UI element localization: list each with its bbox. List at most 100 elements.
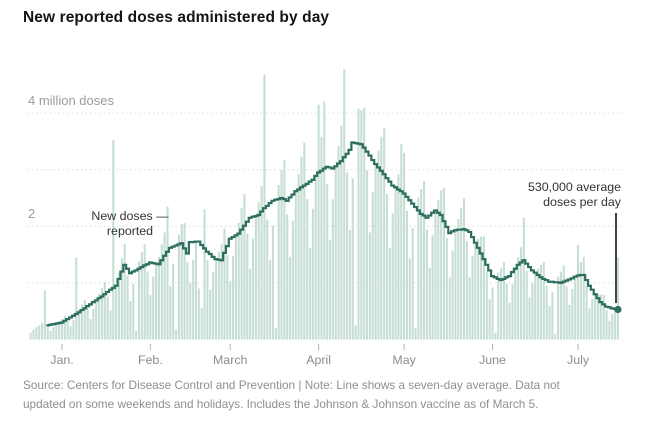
y-axis-label-4-million: 4 million doses [28, 93, 114, 108]
daily-doses-bar [174, 329, 178, 340]
daily-doses-bar [103, 281, 106, 340]
daily-doses-bar [431, 235, 434, 340]
daily-doses-bar [400, 144, 403, 340]
daily-doses-bar [337, 145, 340, 340]
daily-doses-bar [340, 125, 343, 340]
daily-doses-bar [611, 314, 614, 340]
daily-doses-bar [519, 247, 523, 340]
daily-doses-bar [417, 197, 420, 340]
daily-doses-bar [357, 108, 360, 340]
daily-doses-bar [229, 281, 232, 340]
daily-doses-bar [554, 333, 557, 340]
daily-doses-bar [588, 308, 591, 340]
daily-doses-bar [440, 190, 443, 340]
daily-doses-bar [75, 257, 78, 340]
daily-doses-bar [371, 192, 374, 340]
daily-doses-bar [368, 232, 371, 340]
daily-doses-bar [508, 302, 511, 340]
daily-doses-bar [206, 260, 209, 340]
daily-doses-bar [226, 255, 229, 340]
daily-doses-bar [571, 289, 574, 340]
daily-doses-bar [66, 321, 69, 340]
daily-doses-bar [214, 259, 217, 340]
daily-doses-bar [46, 327, 49, 340]
daily-doses-bar [485, 272, 488, 340]
daily-doses-bar [594, 294, 597, 340]
daily-doses-bar [423, 181, 426, 340]
daily-doses-bar [602, 294, 605, 340]
average-endpoint-dot [614, 305, 622, 314]
daily-doses-bar [169, 286, 172, 340]
daily-doses-bar [232, 255, 235, 340]
daily-doses-bar [534, 272, 537, 340]
daily-doses-bar [614, 308, 617, 340]
daily-doses-bar [186, 261, 189, 340]
daily-doses-bar [542, 261, 545, 340]
daily-doses-bar [326, 183, 329, 340]
chart-title: New reported doses administered by day [23, 9, 330, 26]
daily-doses-bar [63, 315, 66, 340]
daily-doses-bar [223, 228, 226, 340]
daily-doses-bar [351, 178, 354, 340]
daily-doses-bar [500, 268, 503, 340]
daily-doses-bar [366, 170, 369, 340]
x-tick-label-march: March [213, 353, 248, 367]
daily-doses-bar [117, 272, 121, 340]
x-tick-label-feb: Feb. [138, 353, 163, 367]
daily-doses-bar [448, 277, 451, 340]
daily-doses-bar [331, 199, 334, 340]
daily-doses-bar [380, 136, 383, 340]
daily-doses-bar [100, 287, 103, 340]
daily-doses-bar [243, 194, 246, 340]
daily-doses-bar [445, 238, 448, 340]
daily-doses-bar [360, 110, 363, 340]
daily-doses-bar [608, 320, 611, 340]
x-tick-label-june: June [479, 353, 506, 367]
daily-doses-bar [163, 232, 166, 340]
x-tick-label-may: May [392, 353, 416, 367]
daily-doses-bar [465, 241, 468, 340]
daily-doses-bar [286, 214, 289, 340]
daily-doses-bar [460, 207, 463, 340]
daily-doses-bar [383, 127, 386, 340]
daily-doses-bar [605, 310, 608, 340]
daily-doses-bar [420, 188, 423, 340]
daily-doses-bar [212, 271, 215, 340]
daily-doses-bar [78, 309, 81, 340]
daily-doses-bar [388, 247, 391, 340]
daily-doses-bar [115, 285, 118, 340]
daily-doses-bar [83, 299, 86, 340]
daily-doses-bar [86, 309, 89, 340]
daily-doses-bar [152, 276, 155, 340]
daily-doses-bar [437, 200, 440, 340]
daily-doses-bar [109, 310, 112, 340]
daily-doses-bar [425, 229, 428, 340]
daily-doses-bar [405, 211, 409, 340]
daily-doses-bar [528, 297, 531, 340]
daily-doses-bar [32, 329, 35, 340]
daily-doses-bar [348, 229, 351, 340]
daily-doses-bar [197, 288, 200, 340]
daily-doses-bar [468, 277, 471, 340]
daily-doses-bar [271, 225, 275, 340]
daily-doses-bar [35, 327, 38, 340]
daily-doses-bar [323, 101, 326, 340]
daily-doses-bar [308, 247, 312, 340]
daily-doses-bar [166, 206, 169, 340]
annotation-pointer-line [615, 213, 617, 303]
daily-doses-bar [203, 209, 206, 340]
daily-doses-bar [80, 304, 84, 340]
daily-doses-bar [385, 194, 389, 340]
x-tick-label-april: April [306, 353, 331, 367]
daily-doses-bar [317, 104, 320, 340]
daily-doses-bar [29, 332, 32, 340]
daily-doses-bar [246, 233, 249, 340]
daily-doses-bar [106, 296, 109, 340]
daily-doses-bar [394, 187, 397, 340]
daily-doses-bar [397, 174, 400, 340]
daily-doses-bar [60, 319, 64, 340]
daily-doses-bar [525, 271, 528, 340]
daily-doses-bar [132, 284, 135, 340]
daily-doses-bar [112, 140, 115, 340]
source-note-line2: updated on some weekends and holidays. I… [23, 396, 539, 411]
